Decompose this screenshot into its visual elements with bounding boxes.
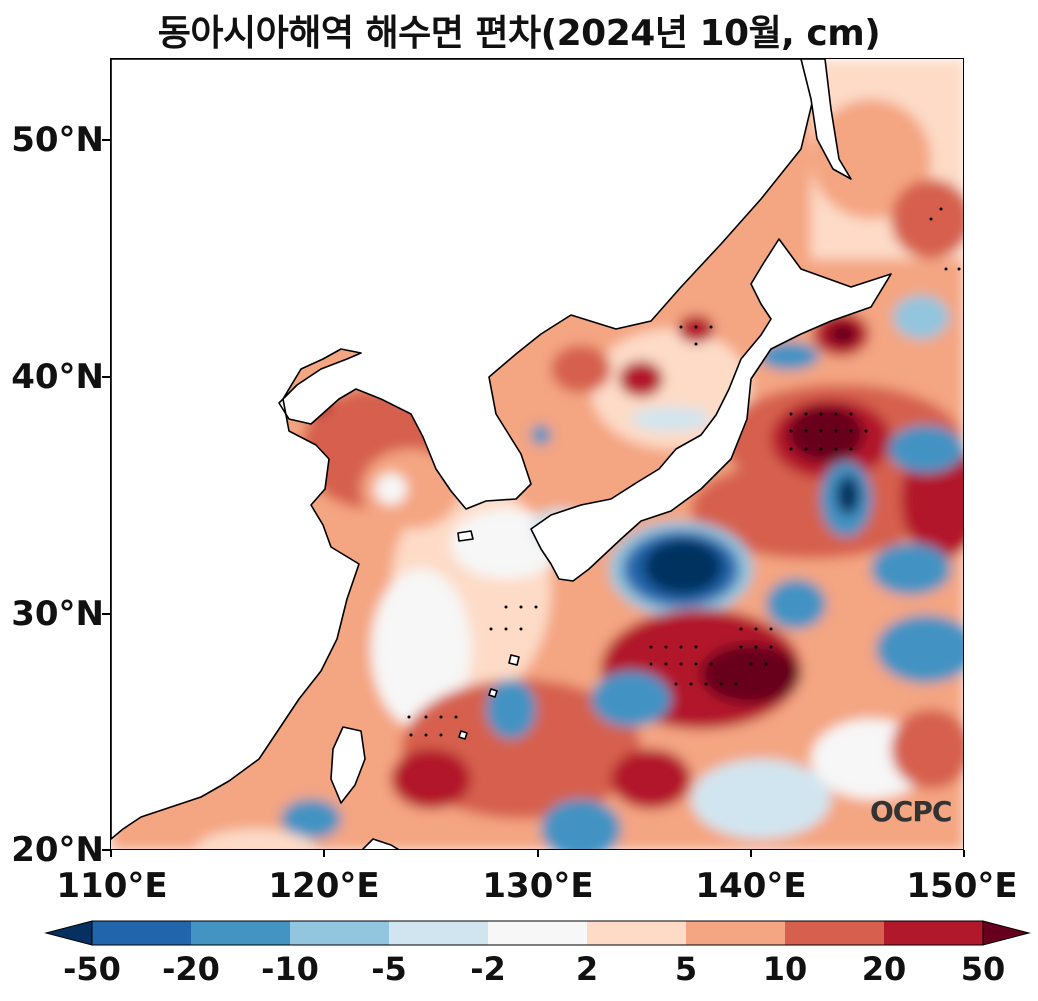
colorbar-cell <box>785 921 884 945</box>
colorbar-label: -50 <box>63 950 121 988</box>
y-tick-mark <box>102 849 110 851</box>
y-tick-label: 50°N <box>11 120 104 160</box>
colorbar-cell <box>587 921 686 945</box>
significance-stipple <box>407 207 961 737</box>
colorbar-cell <box>884 921 983 945</box>
colorbar-label: -2 <box>470 950 506 988</box>
map-title: 동아시아해역 해수면 편차(2024년 10월, cm) <box>157 13 881 54</box>
colorbar-label: -5 <box>371 950 407 988</box>
x-tick-mark <box>750 850 752 857</box>
colorbar-label: 2 <box>575 950 599 988</box>
x-tick-mark <box>323 850 325 857</box>
x-tick-label: 110°E <box>56 866 168 906</box>
colorbar-label: -20 <box>162 950 220 988</box>
colorbar-cell <box>389 921 488 945</box>
y-tick-label: 30°N <box>11 594 104 634</box>
y-tick-mark <box>102 613 110 615</box>
colorbar-label: -10 <box>261 950 319 988</box>
colorbar-label: 5 <box>674 950 698 988</box>
x-tick-mark <box>537 850 539 857</box>
x-tick-label: 140°E <box>695 866 807 906</box>
land-masses <box>111 59 892 849</box>
colorbar-extend-low <box>44 920 93 946</box>
y-tick-mark <box>102 139 110 141</box>
colorbar-cell <box>686 921 785 945</box>
colorbar-cell <box>488 921 587 945</box>
colorbar-label: 20 <box>861 950 907 988</box>
x-tick-mark <box>110 850 112 857</box>
map-panel <box>110 58 964 850</box>
colorbar-cells <box>44 920 1031 946</box>
colorbar-cell <box>92 921 191 945</box>
x-tick-label: 120°E <box>268 866 380 906</box>
sea-level-anomaly-map <box>111 59 963 849</box>
colorbar-extend-high <box>982 920 1031 946</box>
colorbar <box>44 920 1031 946</box>
y-tick-label: 40°N <box>11 357 104 397</box>
x-tick-mark <box>963 850 965 857</box>
ocpc-watermark-logo: OCPC <box>870 795 952 828</box>
x-tick-label: 150°E <box>906 866 1018 906</box>
colorbar-cell <box>290 921 389 945</box>
colorbar-label: 50 <box>960 950 1006 988</box>
colorbar-cell <box>191 921 290 945</box>
y-tick-mark <box>102 376 110 378</box>
y-tick-label: 20°N <box>11 830 104 870</box>
x-tick-label: 130°E <box>482 866 594 906</box>
colorbar-label: 10 <box>762 950 808 988</box>
